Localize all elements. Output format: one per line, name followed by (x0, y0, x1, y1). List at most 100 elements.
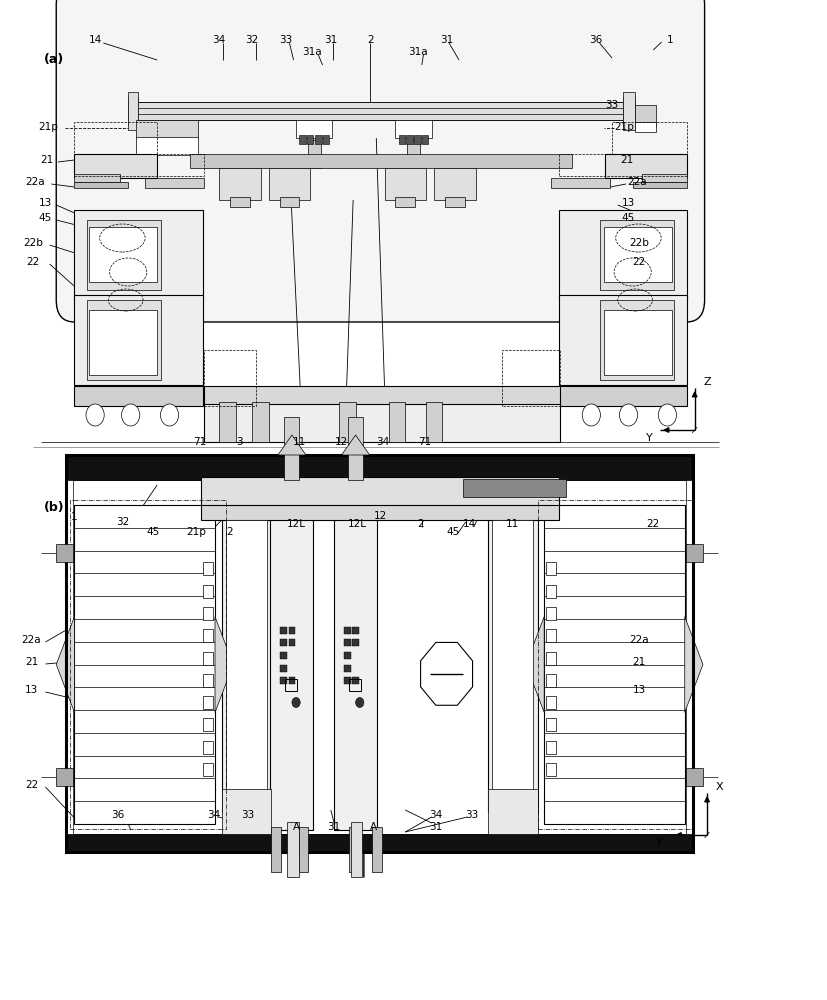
Bar (280, 197, 299, 207)
Bar (203, 696, 213, 709)
Bar (74, 505, 215, 824)
Bar (226, 520, 267, 797)
Circle shape (86, 404, 104, 426)
Bar (544, 505, 685, 824)
Text: 31: 31 (440, 35, 453, 45)
Bar (201, 502, 559, 520)
Bar (559, 210, 687, 300)
Bar (136, 102, 624, 120)
Bar (546, 718, 556, 731)
Bar (546, 562, 556, 575)
Text: 21: 21 (620, 155, 633, 165)
Bar (546, 763, 556, 776)
Bar (145, 178, 204, 188)
Bar (352, 676, 359, 684)
Bar (407, 140, 420, 168)
Text: 21p: 21p (38, 122, 58, 132)
Bar (136, 137, 198, 155)
Text: 71: 71 (194, 437, 207, 447)
Bar (406, 135, 413, 144)
Bar (559, 295, 687, 385)
Bar (623, 97, 635, 125)
Circle shape (122, 404, 140, 426)
Bar (296, 120, 332, 138)
Bar (686, 544, 703, 562)
Bar (323, 135, 329, 144)
Bar (488, 789, 538, 834)
Bar (546, 696, 556, 709)
Bar (280, 626, 287, 634)
Bar (203, 562, 213, 575)
Bar (203, 674, 213, 687)
Bar (600, 300, 674, 380)
Bar (271, 827, 281, 872)
Circle shape (619, 404, 638, 426)
Text: 22a: 22a (22, 635, 41, 645)
Bar (395, 197, 415, 207)
Text: A: A (293, 822, 299, 832)
Bar (74, 386, 203, 406)
Bar (389, 402, 405, 442)
Text: 11: 11 (506, 519, 519, 529)
Bar (203, 629, 213, 642)
Bar (74, 210, 203, 300)
Bar (128, 97, 138, 125)
Bar (307, 135, 313, 144)
Bar (348, 417, 363, 480)
Text: X: X (715, 782, 724, 792)
Text: 31a: 31a (302, 47, 322, 57)
Bar (445, 197, 465, 207)
Text: 34: 34 (213, 35, 226, 45)
Text: 22a: 22a (629, 635, 649, 645)
Bar (204, 404, 560, 442)
Text: 1: 1 (71, 512, 78, 522)
Text: 12L: 12L (348, 519, 366, 529)
Bar (201, 477, 559, 505)
Bar (289, 676, 295, 684)
Bar (285, 678, 297, 690)
Bar (633, 182, 687, 188)
Bar (56, 544, 73, 562)
Bar (546, 652, 556, 664)
Text: 32: 32 (246, 35, 259, 45)
Text: 34: 34 (429, 810, 442, 820)
Text: 13: 13 (622, 198, 635, 208)
Bar (349, 678, 361, 690)
Text: 22: 22 (633, 257, 646, 267)
Bar (222, 505, 271, 812)
Bar (492, 520, 533, 797)
Bar (280, 676, 287, 684)
Bar (308, 140, 321, 168)
Bar (203, 741, 213, 754)
Text: 34: 34 (376, 437, 390, 447)
Bar (546, 629, 556, 642)
Bar (642, 174, 687, 182)
Bar (219, 168, 261, 200)
Bar (66, 834, 693, 852)
Bar (219, 402, 236, 442)
Text: 12: 12 (374, 511, 387, 521)
Bar (334, 491, 377, 830)
Bar (434, 168, 476, 200)
Bar (344, 652, 351, 658)
Bar (66, 455, 693, 480)
Polygon shape (215, 617, 233, 712)
Text: 33: 33 (605, 100, 619, 110)
Text: 21p: 21p (614, 122, 634, 132)
Bar (203, 607, 213, 620)
Bar (56, 768, 73, 786)
Text: 13: 13 (633, 685, 646, 695)
Bar (270, 491, 313, 830)
Bar (463, 479, 566, 497)
Bar (600, 220, 674, 290)
Text: 12L: 12L (287, 519, 305, 529)
Text: 31: 31 (327, 822, 341, 832)
Bar (604, 227, 672, 282)
Text: 22b: 22b (629, 238, 649, 248)
Bar (635, 105, 656, 127)
Bar (546, 585, 556, 598)
Text: 21: 21 (633, 657, 646, 667)
Text: 3: 3 (237, 437, 243, 447)
Bar (89, 227, 157, 282)
Bar (352, 626, 359, 634)
